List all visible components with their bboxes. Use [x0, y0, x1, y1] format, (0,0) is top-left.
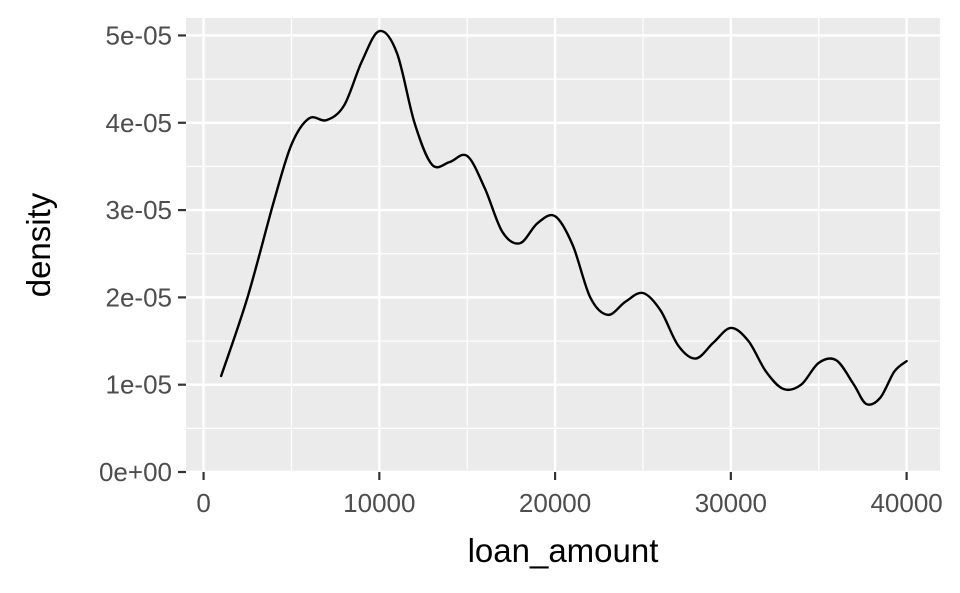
y-axis: 0e+00 1e-05 2e-05 3e-05 4e-05 5e-05 [99, 20, 186, 487]
grid-minor [186, 18, 940, 472]
x-axis-title: loan_amount [468, 532, 659, 569]
y-tick-label: 2e-05 [106, 282, 173, 312]
y-tick-label: 3e-05 [106, 195, 173, 225]
panel-background [186, 18, 940, 472]
x-tick-label: 30000 [695, 488, 767, 518]
x-tick-label: 20000 [519, 488, 591, 518]
x-tick-label: 40000 [870, 488, 942, 518]
y-tick-label: 5e-05 [106, 20, 173, 50]
x-axis: 0 10000 20000 30000 40000 [196, 472, 943, 518]
x-tick-label: 0 [196, 488, 210, 518]
y-tick-label: 0e+00 [99, 457, 172, 487]
grid-major [186, 18, 940, 474]
y-axis-title: density [20, 192, 57, 297]
y-tick-label: 4e-05 [106, 108, 173, 138]
x-tick-label: 10000 [343, 488, 415, 518]
density-line [219, 29, 908, 406]
y-tick-label: 1e-05 [106, 370, 173, 400]
